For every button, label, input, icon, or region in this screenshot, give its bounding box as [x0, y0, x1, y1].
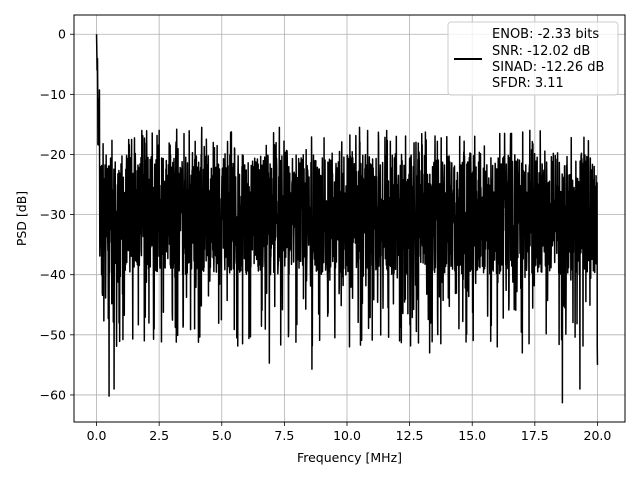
- y-tick-label: −40: [40, 267, 66, 282]
- x-tick-label: 2.5: [149, 428, 169, 443]
- x-tick-label: 5.0: [212, 428, 232, 443]
- legend-line-4: SFDR: 3.11: [492, 76, 564, 91]
- y-tick-label: 0: [58, 27, 66, 42]
- x-tick-label: 10.0: [333, 428, 361, 443]
- ticks: [70, 33, 598, 426]
- axes-frame: [73, 14, 626, 423]
- y-tick-label: −20: [40, 147, 66, 162]
- y-axis-title: PSD [dB]: [14, 191, 29, 246]
- x-tick-label: 7.5: [274, 428, 294, 443]
- y-tick-label: −10: [40, 87, 66, 102]
- legend: ENOB: -2.33 bits SNR: -12.02 dB SINAD: -…: [447, 21, 619, 96]
- legend-line-1: ENOB: -2.33 bits: [492, 27, 599, 42]
- x-tick-label: 15.0: [458, 428, 486, 443]
- x-tick-label: 20.0: [584, 428, 612, 443]
- x-tick-label: 0.0: [87, 428, 107, 443]
- psd-series-line: [95, 34, 599, 404]
- legend-line-2: SNR: -12.02 dB: [492, 44, 590, 59]
- tick-labels: 0.0 2.5 5.0 7.5 10.0 12.5 15.0 17.5 20.0 0 −10 −20 −…: [40, 27, 612, 443]
- x-axis-title: Frequency [MHz]: [297, 450, 402, 465]
- x-tick-label: 17.5: [521, 428, 549, 443]
- data-layer: [95, 34, 599, 404]
- y-tick-label: −50: [40, 327, 66, 342]
- y-tick-label: −30: [40, 207, 66, 222]
- x-tick-label: 12.5: [396, 428, 424, 443]
- legend-box: [447, 21, 619, 96]
- legend-line-3: SINAD: -12.26 dB: [492, 60, 604, 75]
- y-tick-label: −60: [40, 387, 66, 402]
